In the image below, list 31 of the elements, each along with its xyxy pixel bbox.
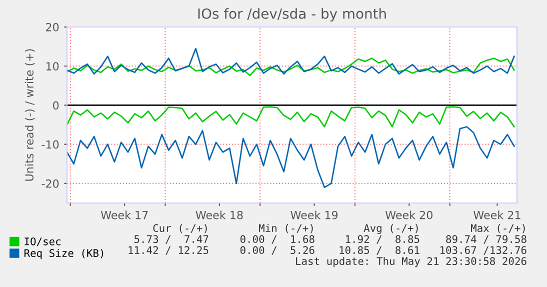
legend-label: Req Size (KB) — [24, 248, 104, 260]
line-series — [67, 106, 515, 128]
text: Cur (-/+) — [153, 224, 207, 234]
text: Min (-/+) — [258, 224, 313, 234]
y-tick-label: 20 — [46, 22, 59, 32]
x-tick-label: Week 19 — [290, 210, 338, 220]
chart-title: IOs for /dev/sda - by month — [198, 8, 386, 22]
x-tick-label: Week 20 — [385, 210, 432, 220]
text: Last update: Thu May 21 23:30:58 2026 — [296, 256, 526, 268]
text: 11.42 / 12.25 — [128, 246, 208, 255]
y-tick-label: -20 — [42, 179, 59, 188]
x-tick-label: Week 17 — [100, 210, 148, 220]
legend-label: IO/sec — [24, 237, 61, 246]
text: 0.00 / 5.26 — [240, 246, 314, 255]
y-tick-label: 10 — [46, 62, 59, 70]
text: 5.73 / 7.47 — [134, 235, 208, 244]
text: Avg (-/+) — [364, 224, 418, 234]
line-series — [67, 48, 515, 75]
x-tick-label: Week 18 — [196, 210, 243, 220]
y-tick-label: -10 — [42, 140, 59, 149]
text: 89.74 / 79.58 — [446, 235, 526, 244]
text: 10.85 / 8.61 — [340, 246, 420, 255]
text: 103.67 /132.76 — [440, 246, 526, 255]
y-axis-title: Units read (-) / write (+) — [24, 49, 35, 181]
line-series — [67, 126, 515, 188]
text: 0.00 / 1.68 — [240, 235, 314, 244]
x-tick-label: Week 21 — [474, 210, 520, 220]
y-tick-label: 0 — [53, 101, 59, 110]
text: Max (-/+) — [470, 224, 525, 234]
line-series — [67, 58, 515, 76]
text: 1.92 / 8.85 — [346, 235, 420, 244]
